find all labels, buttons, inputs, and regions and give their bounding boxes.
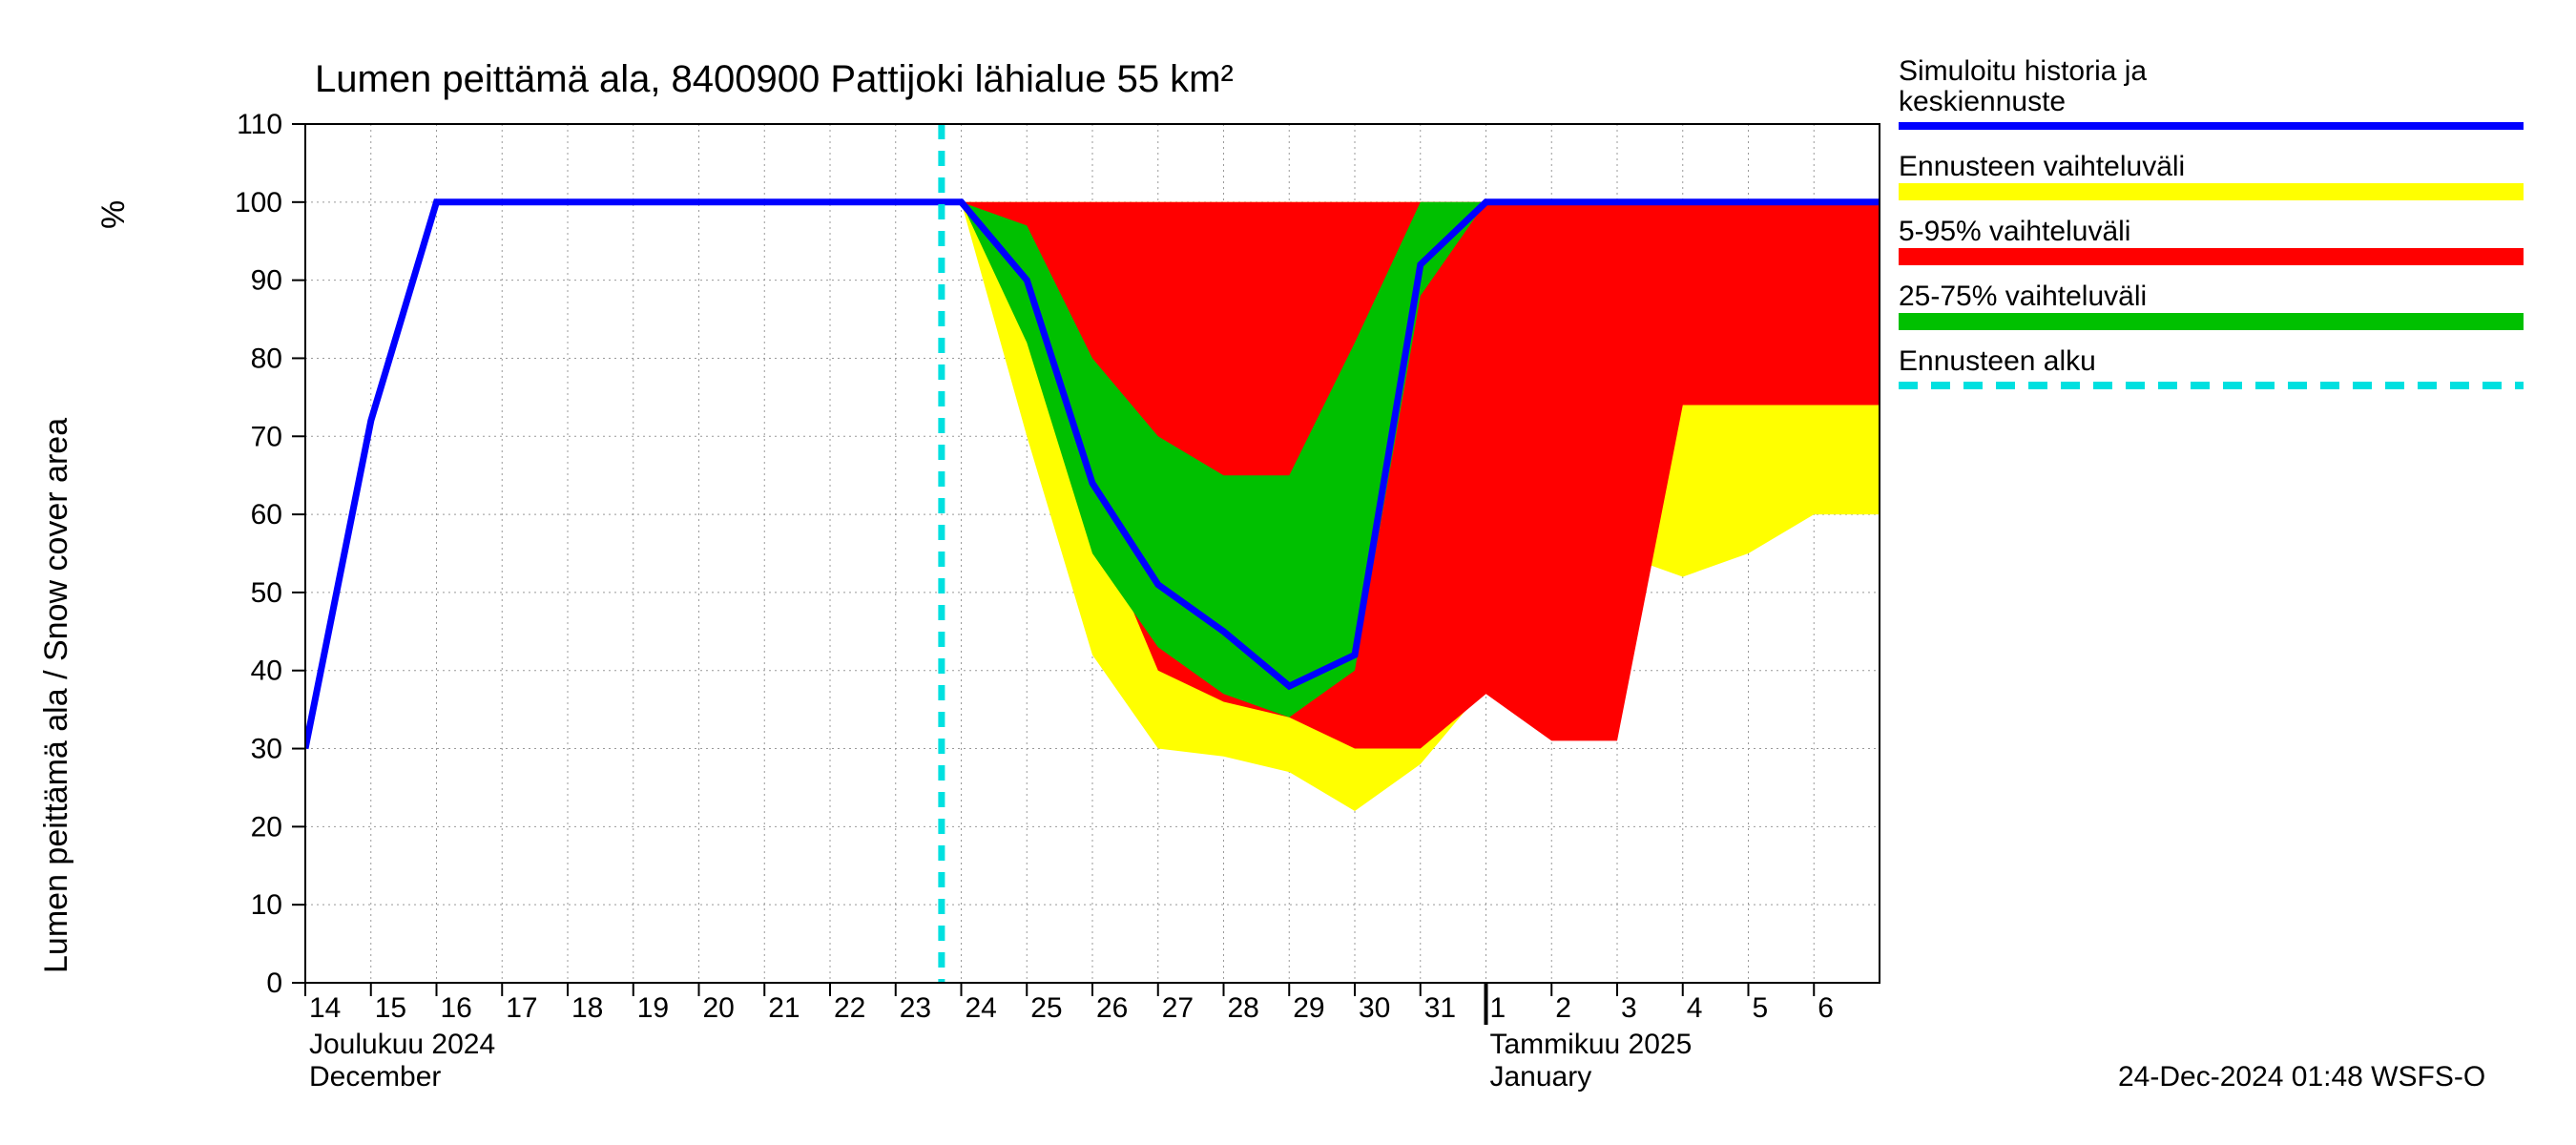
x-tick-label: 28 bbox=[1228, 992, 1259, 1024]
y-tick-label: 30 bbox=[251, 734, 282, 765]
x-tick-label: 4 bbox=[1687, 992, 1703, 1024]
legend-label: 5-95% vaihteluväli bbox=[1899, 216, 2130, 247]
legend-swatch-band bbox=[1899, 313, 2524, 330]
x-tick-label: 26 bbox=[1096, 992, 1128, 1024]
legend-swatch-line bbox=[1899, 122, 2524, 130]
y-tick-label: 100 bbox=[235, 187, 282, 219]
y-tick-label: 50 bbox=[251, 577, 282, 609]
x-tick-label: 17 bbox=[506, 992, 537, 1024]
legend-label: 25-75% vaihteluväli bbox=[1899, 281, 2147, 312]
legend-label: Simuloitu historia ja bbox=[1899, 55, 2147, 87]
chart-container: 0102030405060708090100110141516171819202… bbox=[0, 0, 2576, 1145]
x-tick-label: 3 bbox=[1621, 992, 1637, 1024]
x-tick-label: 25 bbox=[1030, 992, 1062, 1024]
x-tick-label: 1 bbox=[1490, 992, 1506, 1024]
y-tick-label: 0 bbox=[266, 968, 282, 999]
legend-swatch-band bbox=[1899, 248, 2524, 265]
month-label-top: Joulukuu 2024 bbox=[309, 1029, 495, 1060]
legend-label: Ennusteen alku bbox=[1899, 345, 2096, 377]
x-tick-label: 14 bbox=[309, 992, 341, 1024]
x-tick-label: 16 bbox=[441, 992, 472, 1024]
legend-label: keskiennuste bbox=[1899, 86, 2066, 117]
month-label-top: Tammikuu 2025 bbox=[1490, 1029, 1693, 1060]
month-label-bottom: January bbox=[1490, 1061, 1592, 1093]
x-tick-label: 2 bbox=[1555, 992, 1571, 1024]
x-tick-label: 18 bbox=[571, 992, 603, 1024]
footer-timestamp: 24-Dec-2024 01:48 WSFS-O bbox=[2118, 1061, 2485, 1093]
y-tick-label: 40 bbox=[251, 656, 282, 687]
chart-svg: 0102030405060708090100110141516171819202… bbox=[0, 0, 2576, 1145]
y-tick-label: 70 bbox=[251, 421, 282, 452]
x-tick-label: 23 bbox=[900, 992, 931, 1024]
legend-label: Ennusteen vaihteluväli bbox=[1899, 151, 2185, 182]
y-tick-label: 60 bbox=[251, 499, 282, 531]
y-axis-label: Lumen peittämä ala / Snow cover area bbox=[38, 418, 74, 973]
x-tick-label: 24 bbox=[966, 992, 997, 1024]
x-tick-label: 29 bbox=[1293, 992, 1324, 1024]
y-tick-label: 110 bbox=[237, 109, 282, 140]
x-tick-label: 20 bbox=[703, 992, 735, 1024]
y-tick-label: 80 bbox=[251, 343, 282, 374]
legend-swatch-band bbox=[1899, 183, 2524, 200]
x-tick-label: 22 bbox=[834, 992, 865, 1024]
x-tick-label: 19 bbox=[637, 992, 669, 1024]
x-tick-label: 5 bbox=[1753, 992, 1769, 1024]
x-tick-label: 15 bbox=[375, 992, 406, 1024]
y-tick-label: 10 bbox=[251, 889, 282, 921]
y-tick-label: 20 bbox=[251, 811, 282, 843]
x-tick-label: 27 bbox=[1162, 992, 1194, 1024]
month-label-bottom: December bbox=[309, 1061, 441, 1093]
x-tick-label: 30 bbox=[1359, 992, 1390, 1024]
x-tick-label: 6 bbox=[1818, 992, 1834, 1024]
x-tick-label: 31 bbox=[1424, 992, 1456, 1024]
x-tick-label: 21 bbox=[768, 992, 800, 1024]
chart-title: Lumen peittämä ala, 8400900 Pattijoki lä… bbox=[315, 58, 1234, 100]
y-axis-unit: % bbox=[95, 200, 132, 229]
y-tick-label: 90 bbox=[251, 265, 282, 297]
